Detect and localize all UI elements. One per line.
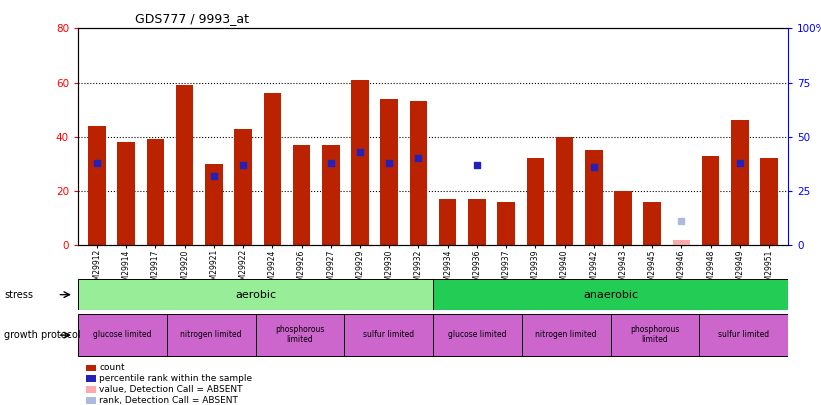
Point <box>675 218 688 224</box>
Bar <box>255 314 344 356</box>
Bar <box>468 199 486 245</box>
Point <box>733 160 746 166</box>
Text: value, Detection Call = ABSENT: value, Detection Call = ABSENT <box>99 385 243 394</box>
Bar <box>702 156 719 245</box>
Bar <box>732 120 749 245</box>
Point <box>208 173 221 179</box>
Text: percentile rank within the sample: percentile rank within the sample <box>99 374 253 383</box>
Bar <box>439 199 456 245</box>
Bar <box>86 375 96 382</box>
Bar <box>526 158 544 245</box>
Point <box>587 164 600 170</box>
Point <box>90 160 103 166</box>
Bar <box>86 386 96 393</box>
Bar <box>86 364 96 371</box>
Text: glucose limited: glucose limited <box>448 330 507 339</box>
Bar <box>86 397 96 404</box>
Bar <box>699 314 788 356</box>
Text: sulfur limited: sulfur limited <box>718 330 769 339</box>
Text: nitrogen limited: nitrogen limited <box>535 330 597 339</box>
Bar <box>167 314 255 356</box>
Bar <box>351 80 369 245</box>
Bar <box>234 128 252 245</box>
Bar <box>556 136 573 245</box>
Bar <box>522 314 611 356</box>
Bar <box>88 126 106 245</box>
Point <box>354 149 367 155</box>
Bar <box>672 240 690 245</box>
Bar <box>410 102 427 245</box>
Bar <box>611 314 699 356</box>
Bar <box>433 314 522 356</box>
Bar <box>322 145 340 245</box>
Bar <box>760 158 778 245</box>
Bar <box>380 99 398 245</box>
Point <box>412 155 425 162</box>
Bar <box>498 202 515 245</box>
Text: phosphorous
limited: phosphorous limited <box>631 324 680 344</box>
Point <box>236 162 250 168</box>
Bar <box>78 314 167 356</box>
Text: glucose limited: glucose limited <box>93 330 152 339</box>
Bar <box>205 164 222 245</box>
Bar <box>78 279 433 310</box>
Text: growth protocol: growth protocol <box>4 330 80 340</box>
Bar <box>614 191 632 245</box>
Text: stress: stress <box>4 290 33 300</box>
Point <box>383 160 396 166</box>
Text: count: count <box>99 363 125 372</box>
Text: nitrogen limited: nitrogen limited <box>181 330 242 339</box>
Bar <box>433 279 788 310</box>
Bar <box>644 202 661 245</box>
Bar <box>344 314 433 356</box>
Bar <box>147 139 164 245</box>
Text: phosphorous
limited: phosphorous limited <box>275 324 324 344</box>
Bar <box>585 150 603 245</box>
Point <box>470 162 484 168</box>
Bar <box>293 145 310 245</box>
Text: GDS777 / 9993_at: GDS777 / 9993_at <box>135 12 250 25</box>
Bar <box>264 93 281 245</box>
Bar <box>117 142 135 245</box>
Text: aerobic: aerobic <box>235 290 276 300</box>
Point <box>324 160 337 166</box>
Bar <box>176 85 194 245</box>
Text: anaerobic: anaerobic <box>583 290 638 300</box>
Text: rank, Detection Call = ABSENT: rank, Detection Call = ABSENT <box>99 396 238 405</box>
Text: sulfur limited: sulfur limited <box>363 330 415 339</box>
